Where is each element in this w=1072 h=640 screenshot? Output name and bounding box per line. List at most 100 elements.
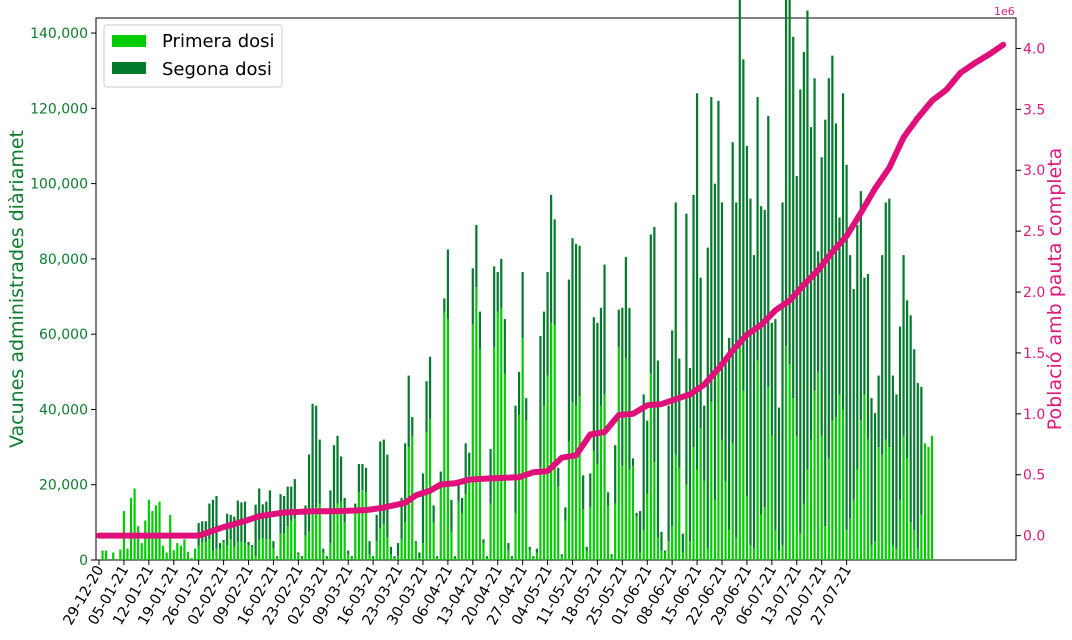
bar-primera	[318, 503, 321, 560]
bar-primera	[300, 558, 304, 560]
bar-segona	[795, 176, 798, 436]
bar-primera	[489, 503, 492, 560]
bar-segona	[446, 249, 449, 320]
bar-segona	[763, 209, 766, 508]
bar-primera	[332, 511, 336, 560]
bar-primera	[129, 497, 133, 560]
bar-segona	[756, 97, 759, 361]
bar-primera	[386, 537, 389, 560]
bar-primera	[898, 499, 902, 560]
right-tick-label: 2.5	[1023, 224, 1045, 240]
bar-primera	[535, 552, 538, 560]
bar-primera	[389, 554, 393, 560]
bar-primera	[913, 529, 916, 560]
bar-segona	[784, 0, 788, 346]
right-tick-label: 3.5	[1023, 102, 1045, 118]
bar-segona	[546, 272, 549, 376]
bar-segona	[567, 279, 571, 442]
bar-segona	[731, 142, 734, 444]
bar-segona	[824, 119, 827, 527]
bar-segona	[364, 467, 368, 493]
bar-segona	[357, 464, 360, 493]
bar-primera	[639, 552, 642, 560]
bar-primera	[624, 358, 627, 560]
bar-segona	[881, 255, 884, 455]
bar-segona	[614, 445, 617, 504]
bar-segona	[592, 317, 595, 451]
bar-segona	[888, 198, 891, 448]
bar-primera	[550, 322, 553, 560]
bar-segona	[226, 513, 229, 546]
bar-segona	[571, 238, 574, 402]
bar-segona	[617, 309, 620, 348]
bar-primera	[695, 469, 699, 560]
bar-segona	[681, 533, 684, 553]
bar-segona	[350, 556, 353, 559]
bar-primera	[817, 371, 820, 560]
bar-primera	[158, 501, 161, 560]
bar-primera	[557, 486, 560, 560]
bar-segona	[720, 202, 724, 440]
bar-primera	[688, 541, 692, 560]
bar-primera	[617, 347, 620, 560]
bar-segona	[322, 548, 325, 553]
bar-primera	[692, 447, 695, 560]
bar-segona	[578, 245, 581, 397]
bar-segona	[866, 273, 870, 440]
bar-segona	[695, 93, 699, 470]
bar-primera	[347, 554, 350, 560]
bar-primera	[571, 401, 574, 560]
bar-primera	[186, 551, 190, 560]
bar-primera	[539, 467, 542, 560]
bar-primera	[656, 537, 660, 560]
bar-segona	[692, 194, 695, 448]
bar-primera	[126, 548, 129, 560]
bar-primera	[190, 558, 193, 560]
bar-segona	[838, 217, 841, 395]
bar-segona	[777, 407, 781, 551]
bar-primera	[119, 549, 122, 560]
bar-segona	[603, 264, 606, 395]
population-line	[96, 41, 1007, 539]
bar-primera	[443, 311, 446, 560]
bar-segona	[329, 490, 332, 544]
bar-primera	[881, 454, 884, 560]
bar-primera	[873, 541, 877, 560]
bar-primera	[813, 390, 816, 560]
bar-primera	[589, 507, 592, 560]
bar-segona	[208, 503, 211, 540]
bar-primera	[649, 373, 652, 560]
bar-primera	[503, 373, 506, 560]
bar-segona	[382, 439, 385, 525]
bar-segona	[272, 541, 275, 549]
bar-primera	[172, 550, 175, 560]
bar-primera	[265, 539, 268, 560]
bar-segona	[368, 541, 371, 555]
legend-swatch-primera	[112, 35, 146, 47]
bar-primera	[510, 558, 514, 560]
bar-primera	[493, 347, 496, 560]
bar-primera	[923, 443, 927, 560]
bar-primera	[863, 394, 866, 560]
right-tick-label: 1.0	[1023, 407, 1045, 423]
bar-primera	[105, 550, 108, 560]
bar-segona	[457, 484, 460, 502]
bar-primera	[667, 541, 670, 560]
bar-primera	[870, 544, 873, 560]
bar-segona	[215, 496, 218, 549]
bar-primera	[906, 458, 909, 560]
bar-segona	[749, 198, 752, 545]
bar-segona	[375, 514, 378, 542]
bar-primera	[642, 529, 645, 560]
bar-primera	[283, 533, 286, 560]
bar-segona	[859, 191, 862, 421]
bar-primera	[461, 512, 464, 560]
bar-segona	[671, 330, 674, 527]
bar-primera	[226, 545, 229, 560]
bar-segona	[663, 550, 667, 553]
bar-primera	[368, 554, 371, 560]
bar-primera	[261, 538, 264, 560]
left-tick-label: 0	[79, 553, 88, 569]
bar-primera	[809, 439, 813, 560]
bar-primera	[884, 439, 887, 560]
